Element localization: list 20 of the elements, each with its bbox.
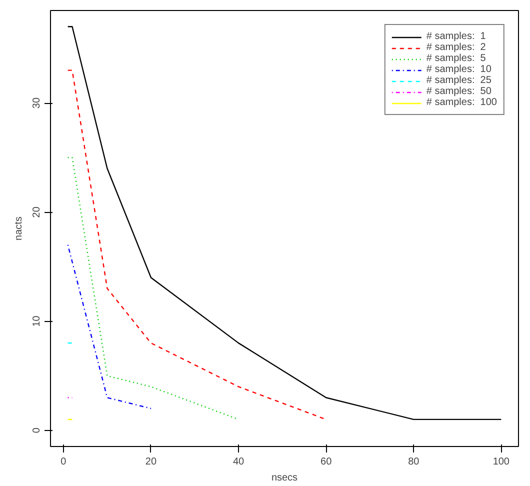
legend-label: # samples: 10 — [426, 64, 492, 75]
y-tick-label: 20 — [32, 206, 42, 218]
x-axis-title: nsecs — [271, 472, 298, 484]
x-tick-label: 0 — [60, 456, 67, 468]
legend-label: # samples: 100 — [426, 97, 497, 108]
line-series — [67, 26, 502, 420]
legend-label: # samples: 2 — [426, 42, 486, 53]
y-tick-label: 30 — [32, 97, 42, 109]
x-tick-label: 80 — [408, 456, 420, 468]
x-tick-label: 100 — [492, 456, 510, 468]
y-tick-label: 0 — [32, 427, 42, 434]
legend-label: # samples: 5 — [426, 53, 486, 64]
x-tick-label: 40 — [232, 456, 245, 468]
legend-label: # samples: 50 — [426, 86, 492, 97]
x-tick-label: 60 — [320, 456, 332, 468]
y-tick-label: 10 — [32, 315, 42, 327]
legend-label: # samples: 25 — [426, 75, 492, 86]
legend-label: # samples: 1 — [426, 31, 486, 42]
x-tick-label: 20 — [145, 456, 157, 468]
y-axis-title: nacts — [14, 216, 24, 240]
